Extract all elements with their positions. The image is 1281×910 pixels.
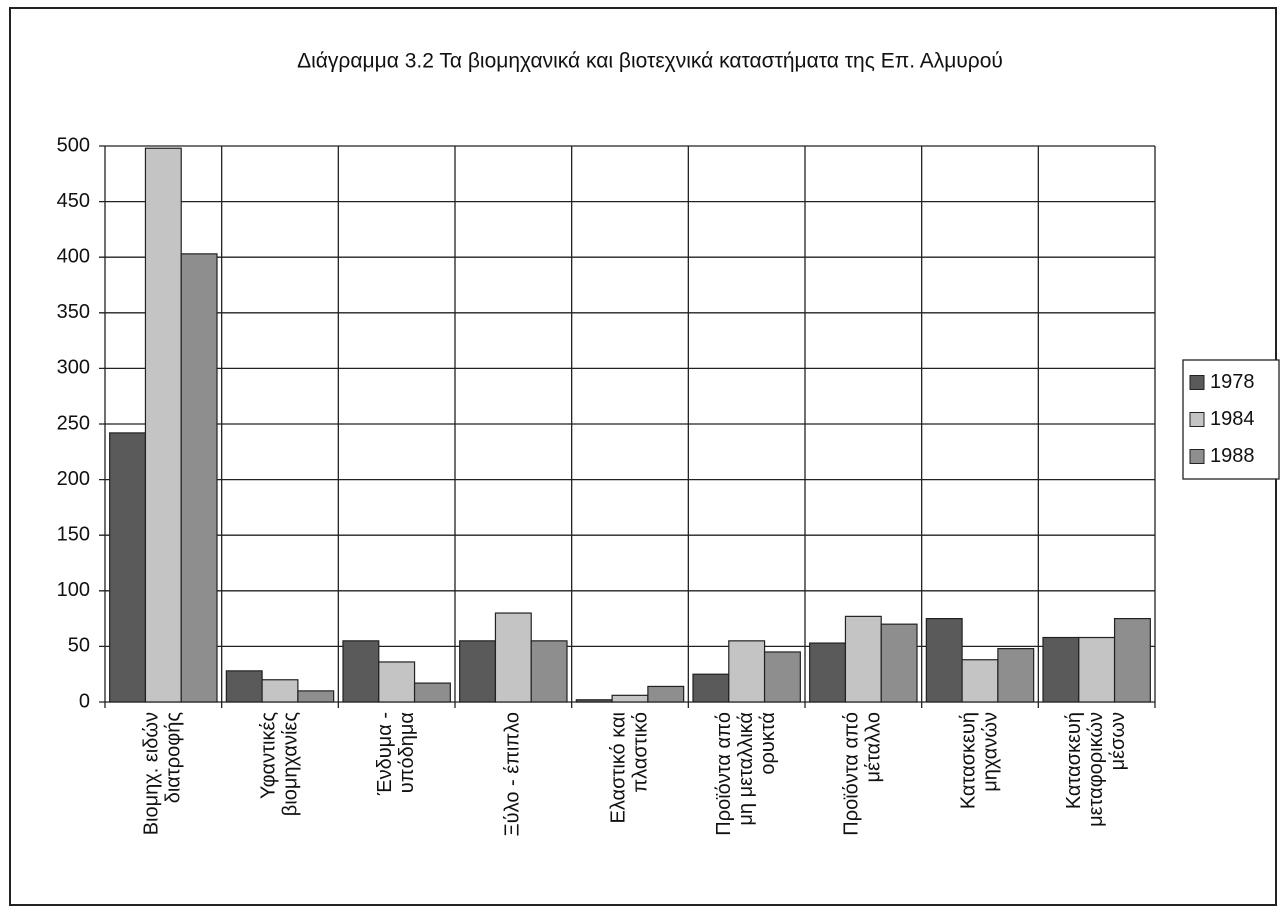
x-tick-label: πλαστικό: [629, 712, 651, 793]
x-tick-label: Ελαστικό και: [607, 712, 629, 823]
bar: [378, 661, 416, 703]
x-tick-label: Βιομηχ. ειδών: [141, 712, 163, 835]
bar: [297, 690, 335, 703]
bar: [180, 253, 218, 703]
bar: [961, 659, 999, 703]
legend-label: 1978: [1210, 371, 1255, 393]
legend-label: 1984: [1210, 408, 1255, 430]
x-tick-label: Υφαντικές: [257, 712, 279, 799]
y-tick-label: 500: [57, 134, 90, 156]
bar: [844, 615, 882, 703]
y-tick-label: 150: [57, 523, 90, 545]
x-tick-label: Κατασκευή: [957, 712, 979, 809]
bar: [342, 640, 380, 703]
y-tick-label: 200: [57, 468, 90, 490]
x-tick-label: μη μεταλλικά: [735, 712, 757, 826]
legend-label: 1988: [1210, 445, 1255, 467]
y-tick-label: 0: [79, 690, 90, 712]
bar: [763, 651, 801, 703]
x-tick-label: διατροφής: [163, 712, 185, 804]
x-tick-label: μηχανών: [979, 712, 1001, 792]
x-tick-label: μέσων: [1107, 712, 1129, 770]
x-tick-label: Προϊόντα από: [841, 712, 863, 836]
bar: [494, 612, 532, 703]
bar: [611, 694, 649, 703]
legend-swatch: [1189, 449, 1205, 464]
y-tick-label: 350: [57, 301, 90, 323]
x-tick-label: Προϊόντα από: [713, 712, 735, 836]
x-tick-label: υπόδημα: [396, 712, 418, 793]
bar: [530, 640, 568, 703]
bar: [575, 699, 613, 703]
y-tick-label: 450: [57, 190, 90, 212]
x-tick-label: Ξύλο - έπιπλο: [502, 712, 524, 836]
bar: [261, 679, 299, 703]
x-tick-label: Ένδυμα -: [374, 712, 396, 796]
bar: [1113, 617, 1151, 703]
bar: [692, 673, 730, 703]
y-tick-label: 400: [57, 245, 90, 267]
y-tick-label: 250: [57, 412, 90, 434]
bar: [1042, 636, 1080, 703]
y-tick-label: 300: [57, 357, 90, 379]
chart-title: Διάγραμμα 3.2 Τα βιομηχανικά και βιοτεχν…: [297, 50, 1003, 73]
x-tick-label: ορυκτά: [757, 712, 779, 775]
bar: [647, 685, 685, 703]
bar: [1078, 636, 1116, 703]
bar: [413, 682, 451, 703]
bar: [925, 617, 963, 703]
bar: [459, 640, 497, 703]
bar: [225, 670, 263, 703]
bar: [728, 640, 766, 703]
x-tick-label: μεταφορικών: [1085, 712, 1107, 827]
y-tick-label: 100: [57, 579, 90, 601]
bar: [809, 642, 847, 703]
x-tick-label: Κατασκευή: [1063, 712, 1085, 809]
legend-swatch: [1189, 412, 1205, 427]
bar: [144, 147, 182, 703]
x-tick-label: βιομηχανίες: [279, 712, 301, 817]
legend-swatch: [1189, 375, 1205, 390]
bar: [997, 648, 1035, 703]
bar: [109, 432, 147, 703]
x-tick-label: μέταλλο: [863, 712, 885, 782]
y-tick-label: 50: [68, 635, 90, 657]
bar: [880, 623, 918, 703]
